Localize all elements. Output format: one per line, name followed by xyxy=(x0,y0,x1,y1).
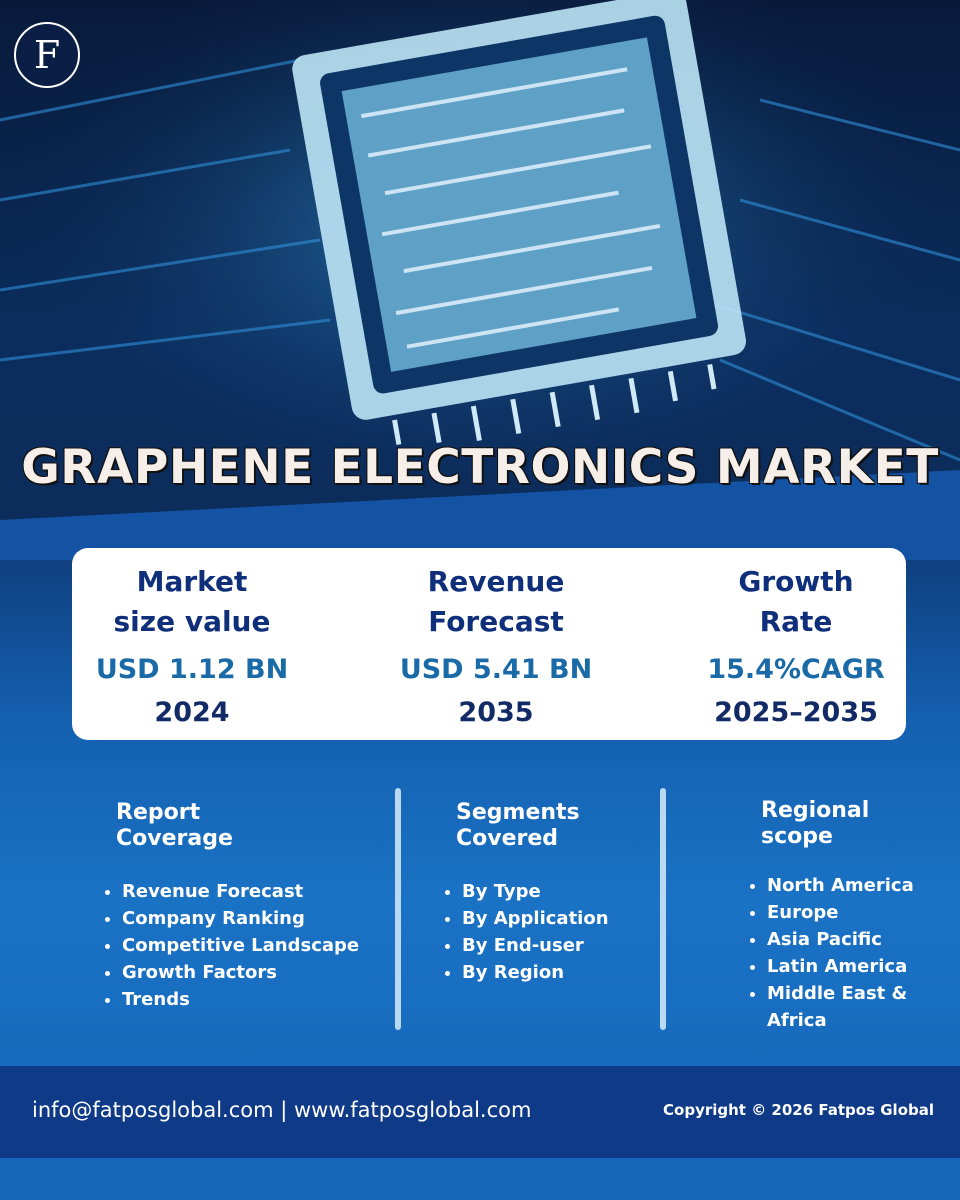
stat-label: Growth Rate xyxy=(666,562,926,642)
stat-label-line: Forecast xyxy=(428,605,564,638)
logo: F xyxy=(14,22,80,88)
column-title-line: Covered xyxy=(456,826,559,851)
column-title-line: Regional xyxy=(761,798,870,823)
bullet-item: Company Ranking xyxy=(122,905,390,932)
stat: Growth Rate 15.4%CAGR 2025–2035 xyxy=(666,562,926,728)
column-title: Regional scope xyxy=(761,798,915,850)
column-title-line: Segments xyxy=(456,800,580,825)
column-title-line: Coverage xyxy=(116,826,233,851)
stat-label-line: Revenue xyxy=(427,565,565,598)
bullet-item: Growth Factors xyxy=(122,959,390,986)
stat-label-line: Market xyxy=(136,565,248,598)
divider xyxy=(395,788,401,1030)
stat-period: 2035 xyxy=(458,697,534,728)
copyright: Copyright © 2026 Fatpos Global xyxy=(663,1101,934,1119)
bullet-item: Competitive Landscape xyxy=(122,932,390,959)
bullet-item: Revenue Forecast xyxy=(122,878,390,905)
bullet-item: Europe xyxy=(767,899,915,926)
stat-label: Revenue Forecast xyxy=(366,562,626,642)
bullet-item: By Region xyxy=(462,959,640,986)
column-title: Segments Covered xyxy=(456,800,640,852)
bullet-list: By TypeBy ApplicationBy End-userBy Regio… xyxy=(440,878,640,986)
stat-label-line: size value xyxy=(113,605,271,638)
column-title-line: Report xyxy=(116,800,201,825)
stat-label-line: Rate xyxy=(759,605,833,638)
bullet-item: Latin America xyxy=(767,953,915,980)
bullet-item: By End-user xyxy=(462,932,640,959)
stat-value: USD 1.12 BN xyxy=(95,654,289,685)
stat-value: USD 5.41 BN xyxy=(399,654,593,685)
column-title: Report Coverage xyxy=(116,800,390,852)
stat-label-line: Growth xyxy=(738,565,854,598)
bullet-list: North AmericaEuropeAsia PacificLatin Ame… xyxy=(745,872,915,1034)
bullet-item: North America xyxy=(767,872,915,899)
bullet-item: Trends xyxy=(122,986,390,1013)
bullet-item: By Type xyxy=(462,878,640,905)
stat-period: 2024 xyxy=(154,697,230,728)
bullet-item: Middle East & Africa xyxy=(767,980,915,1034)
footer: info@fatposglobal.com | www.fatposglobal… xyxy=(0,1066,960,1158)
bullet-item: By Application xyxy=(462,905,640,932)
hero-image xyxy=(0,0,960,560)
bullet-list: Revenue ForecastCompany RankingCompetiti… xyxy=(100,878,390,1013)
title: GRAPHENE ELECTRONICS MARKET xyxy=(21,440,939,495)
stat-label: Market size value xyxy=(62,562,322,642)
column-title-line: scope xyxy=(761,824,833,849)
divider xyxy=(660,788,666,1030)
bullet-item: Asia Pacific xyxy=(767,926,915,953)
stat-period: 2025–2035 xyxy=(714,697,878,728)
stats-card: Market size value USD 1.12 BN 2024 Revenue Fo… xyxy=(72,548,906,740)
contact: info@fatposglobal.com | www.fatposglobal… xyxy=(32,1098,532,1122)
stat-value: 15.4%CAGR xyxy=(707,654,885,685)
stat: Market size value USD 1.12 BN 2024 xyxy=(62,562,322,728)
stat: Revenue Forecast USD 5.41 BN 2035 xyxy=(366,562,626,728)
